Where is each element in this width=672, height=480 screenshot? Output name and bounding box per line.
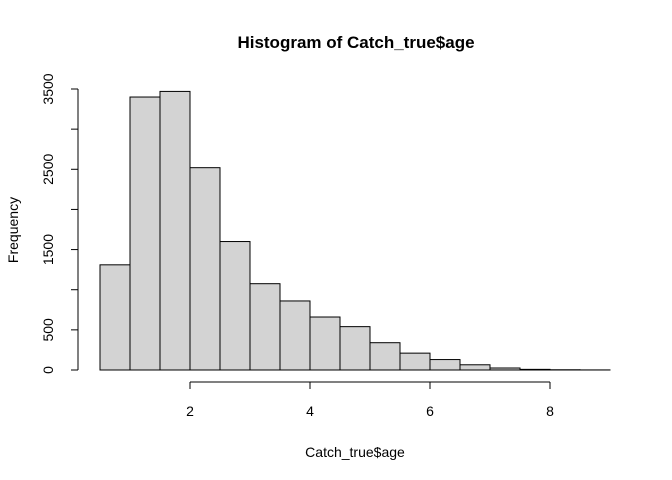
y-tick-label: 0 — [40, 366, 56, 374]
x-tick-label: 6 — [426, 403, 434, 419]
histogram-bar — [429, 359, 461, 371]
x-tick-label: 2 — [186, 403, 194, 419]
histogram-bar — [279, 300, 311, 371]
histogram-bar — [219, 241, 251, 371]
histogram-bar — [129, 96, 161, 371]
histogram-bar — [189, 167, 221, 371]
histogram-bar — [249, 283, 281, 371]
y-tick-label: 1500 — [40, 234, 56, 265]
y-tick-label: 3500 — [40, 73, 56, 104]
x-axis-label: Catch_true$age — [305, 444, 405, 460]
y-axis-label: Frequency — [5, 197, 21, 263]
bars-group — [99, 90, 611, 371]
x-tick-label: 4 — [306, 403, 314, 419]
histogram-bar — [309, 316, 341, 371]
chart-title: Histogram of Catch_true$age — [237, 33, 474, 52]
histogram-bar — [459, 364, 491, 371]
histogram-bar — [159, 90, 191, 371]
x-axis: 2 4 6 8 — [186, 381, 554, 419]
x-tick-label: 8 — [546, 403, 554, 419]
histogram-bar — [489, 367, 521, 371]
y-tick-label: 2500 — [40, 154, 56, 185]
histogram-bar — [519, 368, 551, 371]
histogram-bar — [339, 326, 371, 371]
histogram-bar — [99, 264, 131, 371]
histogram-bar — [399, 352, 431, 371]
y-axis: 0 500 1500 2500 3500 — [40, 73, 79, 374]
y-tick-label: 500 — [40, 318, 56, 342]
histogram-bar — [369, 342, 401, 371]
